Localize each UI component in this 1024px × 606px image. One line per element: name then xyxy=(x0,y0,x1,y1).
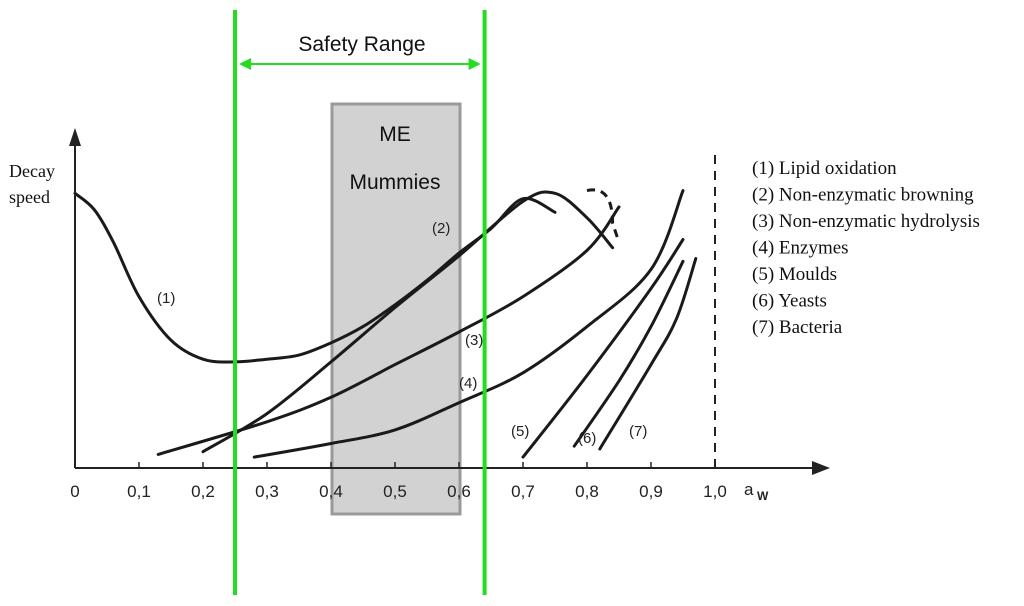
x-axis-label-subscript: W xyxy=(757,489,769,503)
x-axis-label-main: a xyxy=(744,480,754,499)
x-tick-label: 0,5 xyxy=(383,482,407,501)
safety-range xyxy=(233,10,487,595)
curve-5 xyxy=(521,238,685,459)
x-tick-label: 0,6 xyxy=(447,482,471,501)
x-tick-label: 0,8 xyxy=(575,482,599,501)
legend-entry: (7) Bacteria xyxy=(752,317,843,338)
x-tick-label: 0 xyxy=(70,482,79,501)
band-label-line-2: Mummies xyxy=(349,171,440,194)
curve-2 xyxy=(201,190,615,454)
x-axis-label: a W xyxy=(744,480,769,503)
curve-label-6: (6) xyxy=(578,430,596,447)
curve-label-7: (7) xyxy=(629,423,647,440)
x-tick-label: 0,3 xyxy=(255,482,279,501)
curve-label-4: (4) xyxy=(459,375,477,392)
x-tick-label: 0,1 xyxy=(127,482,151,501)
legend-entry: (4) Enzymes xyxy=(752,238,849,259)
legend-entry: (5) Moulds xyxy=(752,264,837,285)
safety-range-label: Safety Range xyxy=(298,33,425,56)
x-tick-label: 0,4 xyxy=(319,482,343,501)
me-mummies-rect xyxy=(330,102,462,516)
band-label: ME Mummies xyxy=(349,123,440,194)
legend-entry: (3) Non-enzymatic hydrolysis xyxy=(752,211,980,232)
safety-range-left-arrow-icon xyxy=(239,58,251,70)
curve-label-1: (1) xyxy=(157,290,175,307)
legend-entry: (1) Lipid oxidation xyxy=(752,158,897,179)
legend-entry: (2) Non-enzymatic browning xyxy=(752,185,974,206)
y-axis-arrow-icon xyxy=(69,128,81,146)
chart-axes xyxy=(69,128,830,475)
curve-3 xyxy=(156,205,621,456)
x-tick-label: 0,2 xyxy=(191,482,215,501)
legend: (1) Lipid oxidation (2) Non-enzymatic bro… xyxy=(752,158,980,338)
curve-dashed-extension xyxy=(586,188,621,243)
x-axis-arrow-icon xyxy=(812,461,830,475)
curve-label-3: (3) xyxy=(465,332,483,349)
curve-label-5: (5) xyxy=(511,423,529,440)
curve-label-2: (2) xyxy=(432,220,450,237)
y-axis-label: Decay speed xyxy=(9,161,55,207)
curve-4 xyxy=(252,189,685,459)
y-axis-label-line-2: speed xyxy=(9,187,50,207)
legend-entry: (6) Yeasts xyxy=(752,291,827,312)
x-tick-labels: 0 0,1 0,2 0,3 0,4 0,5 0,6 0,7 0,8 0,9 1,0 xyxy=(70,462,727,501)
x-tick-label: 1,0 xyxy=(703,482,727,501)
y-axis-label-line-1: Decay xyxy=(9,161,55,181)
decay-curves xyxy=(73,188,698,459)
x-tick-label: 0,9 xyxy=(639,482,663,501)
band-label-line-1: ME xyxy=(379,123,411,146)
safety-range-right-arrow-icon xyxy=(468,58,481,70)
x-tick-label: 0,7 xyxy=(511,482,535,501)
me-mummies-band xyxy=(330,102,462,516)
curve-6 xyxy=(572,259,685,448)
curve-labels: (1) (2) (3) (4) (5) (6) (7) xyxy=(157,220,647,447)
curve-7 xyxy=(598,257,698,451)
